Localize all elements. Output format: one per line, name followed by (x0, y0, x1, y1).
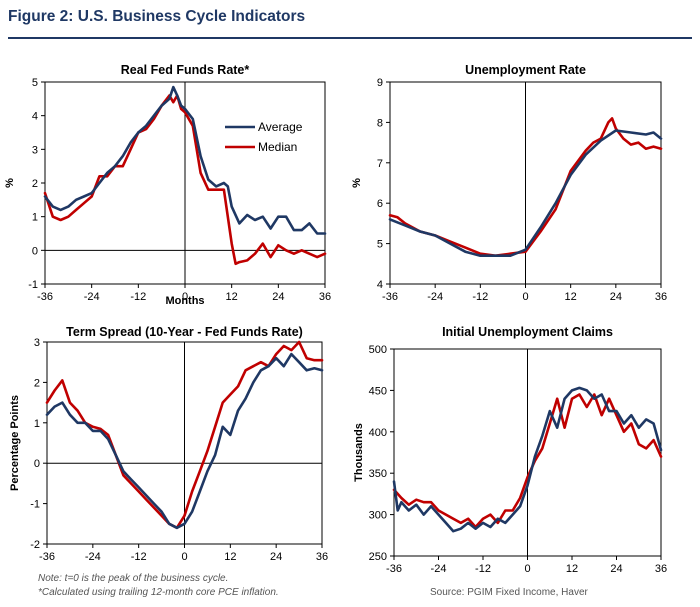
y-tick-label: 350 (369, 468, 387, 480)
footnote-peak: Note: t=0 is the peak of the business cy… (38, 573, 229, 584)
title-rule (8, 37, 692, 39)
chart-title: Unemployment Rate (465, 63, 586, 77)
x-tick-label: -24 (431, 563, 447, 575)
chart-title: Real Fed Funds Rate* (121, 63, 250, 77)
x-axis-label: Months (165, 295, 204, 307)
chart-title: Term Spread (10-Year - Fed Funds Rate) (66, 325, 303, 339)
y-tick-label: 3 (34, 337, 40, 349)
x-tick-label: -12 (475, 563, 491, 575)
x-tick-label: -24 (84, 291, 100, 303)
legend-label-median: Median (258, 140, 297, 154)
legend-label-average: Average (258, 120, 303, 134)
x-tick-label: 0 (181, 551, 187, 563)
x-tick-label: 12 (566, 563, 578, 575)
y-tick-label: 1 (32, 212, 38, 224)
chart-title: Initial Unemployment Claims (442, 325, 613, 339)
y-tick-label: 500 (369, 344, 387, 356)
x-tick-label: 36 (316, 551, 328, 563)
x-tick-label: -12 (472, 291, 488, 303)
series-line-median (45, 340, 324, 530)
series-line-median (392, 393, 663, 529)
y-tick-label: 9 (377, 77, 383, 89)
x-tick-label: -36 (37, 291, 53, 303)
series-line-average (388, 129, 663, 257)
y-tick-label: 450 (369, 385, 387, 397)
series-line-average (392, 386, 663, 533)
x-tick-label: 36 (319, 291, 331, 303)
x-tick-label: -12 (131, 551, 147, 563)
y-tick-label: 1 (34, 418, 40, 430)
series-line-average (43, 85, 327, 235)
x-tick-label: -36 (386, 563, 402, 575)
x-tick-label: -24 (85, 551, 101, 563)
x-tick-label: 0 (182, 291, 188, 303)
y-tick-label: -1 (28, 279, 38, 291)
x-tick-label: 24 (610, 291, 622, 303)
chart-initial-unemployment-claims: Initial Unemployment Claims 250 300 350 400 4… (353, 325, 667, 575)
x-tick-label: 12 (224, 551, 236, 563)
y-tick-label: 0 (34, 458, 40, 470)
series-line-average (45, 352, 324, 530)
y-tick-label: -2 (30, 539, 40, 551)
y-tick-label: 5 (377, 239, 383, 251)
x-tick-label: 24 (610, 563, 622, 575)
x-tick-label: 12 (226, 291, 238, 303)
y-tick-label: 5 (32, 77, 38, 89)
chart-unemployment-rate: Unemployment Rate 4 5 6 7 8 9 -36 -24 -12 0 12 24 36% (351, 63, 667, 303)
y-axis-label: % (4, 178, 16, 188)
y-tick-label: 4 (32, 111, 38, 123)
y-tick-label: 2 (32, 178, 38, 190)
y-axis-label: % (351, 178, 363, 188)
y-tick-label: 8 (377, 117, 383, 129)
y-tick-label: 250 (369, 551, 387, 563)
x-tick-label: -36 (39, 551, 55, 563)
y-tick-label: 7 (377, 158, 383, 170)
footnote-pce: *Calculated using trailing 12-month core… (38, 587, 279, 598)
chart-term-spread: Term Spread (10-Year - Fed Funds Rate) -2… (9, 325, 328, 563)
y-tick-label: 0 (32, 245, 38, 257)
y-tick-label: 6 (377, 198, 383, 210)
source-note: Source: PGIM Fixed Income, Haver (430, 587, 588, 598)
x-tick-label: 24 (270, 551, 282, 563)
x-tick-label: 36 (655, 291, 667, 303)
y-tick-label: 4 (377, 279, 383, 291)
x-tick-label: 12 (565, 291, 577, 303)
x-tick-label: -24 (427, 291, 443, 303)
x-tick-label: 36 (655, 563, 667, 575)
x-tick-label: 24 (272, 291, 284, 303)
y-tick-label: 300 (369, 510, 387, 522)
x-tick-label: -12 (130, 291, 146, 303)
y-tick-label: 3 (32, 144, 38, 156)
y-axis-label: Percentage Points (9, 395, 21, 491)
y-axis-label: Thousands (353, 423, 365, 482)
y-tick-label: -1 (30, 499, 40, 511)
x-tick-label: -36 (382, 291, 398, 303)
y-tick-label: 2 (34, 377, 40, 389)
x-tick-label: 0 (524, 563, 530, 575)
x-tick-label: 0 (522, 291, 528, 303)
y-tick-label: 400 (369, 427, 387, 439)
figure-title: Figure 2: U.S. Business Cycle Indicators (8, 8, 306, 25)
